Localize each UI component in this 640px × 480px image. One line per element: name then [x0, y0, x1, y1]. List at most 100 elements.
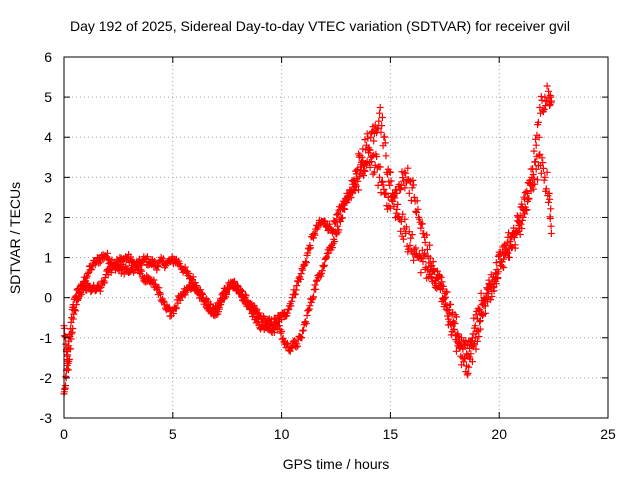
data-point [494, 274, 502, 282]
data-point [150, 276, 158, 284]
data-point [343, 199, 351, 206]
data-point [393, 205, 401, 213]
data-point [475, 333, 483, 340]
data-point [183, 287, 191, 295]
data-point [470, 341, 478, 349]
data-point [471, 322, 479, 330]
data-point [493, 270, 501, 278]
data-point [302, 259, 310, 267]
data-point [540, 105, 548, 113]
data-point [532, 141, 540, 149]
data-point [397, 227, 405, 235]
y-tick-label: 0 [44, 290, 52, 306]
data-point [378, 122, 386, 130]
data-point [498, 262, 506, 270]
data-point [523, 206, 531, 214]
data-point [365, 149, 373, 157]
data-point [292, 286, 300, 294]
data-point [275, 318, 283, 325]
data-point [326, 220, 333, 228]
data-point [156, 289, 164, 297]
data-point [410, 256, 418, 264]
data-point [322, 254, 330, 262]
data-point [531, 180, 539, 188]
data-point [378, 114, 386, 121]
data-point [360, 172, 368, 180]
data-point [299, 326, 307, 334]
data-point [468, 358, 476, 366]
data-point [283, 340, 291, 348]
data-point [404, 164, 412, 172]
data-point [68, 314, 76, 322]
data-point [402, 169, 410, 177]
data-point [455, 333, 463, 340]
chart-title: Day 192 of 2025, Sidereal Day-to-day VTE… [69, 18, 571, 34]
data-point [538, 154, 546, 162]
data-point [154, 262, 162, 270]
data-point [253, 314, 261, 321]
data-point [382, 189, 390, 197]
data-point [532, 158, 539, 166]
data-point [92, 286, 100, 294]
data-point [476, 306, 484, 314]
data-point [212, 308, 220, 316]
data-point [62, 382, 69, 390]
data-point [534, 118, 542, 126]
data-point [532, 135, 539, 143]
data-point [295, 274, 303, 282]
x-tick-label: 10 [274, 426, 290, 442]
data-point [539, 107, 547, 115]
data-point [96, 258, 104, 266]
data-point [409, 176, 417, 184]
data-point [490, 283, 498, 291]
data-point [438, 278, 446, 286]
data-point [376, 173, 383, 181]
data-point [391, 194, 399, 202]
data-point [378, 177, 386, 185]
data-point [297, 270, 305, 278]
data-point [304, 249, 312, 257]
data-point [354, 177, 362, 185]
data-point [421, 239, 429, 246]
x-axis-label: GPS time / hours [282, 456, 390, 472]
data-point [76, 292, 84, 300]
data-point [108, 256, 116, 264]
data-point [448, 311, 456, 319]
data-point [312, 285, 320, 293]
data-point [287, 302, 295, 310]
data-point [446, 300, 454, 308]
data-point [437, 281, 445, 289]
data-point [84, 270, 92, 278]
y-tick-label: 3 [44, 169, 52, 185]
data-point [309, 294, 317, 302]
data-point [347, 194, 355, 202]
data-point [476, 318, 484, 326]
data-point [294, 342, 302, 350]
data-point [194, 287, 202, 295]
data-point [278, 327, 286, 335]
data-point [386, 181, 394, 189]
data-point [480, 302, 488, 310]
data-point [537, 169, 545, 177]
data-point [539, 164, 547, 172]
data-point [413, 209, 420, 216]
data-point [408, 231, 416, 239]
data-point [254, 314, 262, 322]
data-point [386, 204, 394, 212]
data-point [217, 298, 225, 306]
data-point [522, 206, 530, 214]
data-point [351, 187, 359, 195]
data-point [331, 238, 338, 246]
data-point [232, 282, 240, 290]
data-point [457, 352, 465, 360]
data-point [341, 205, 349, 213]
data-point [302, 320, 310, 328]
data-point [467, 350, 475, 358]
data-point [265, 320, 272, 328]
data-point [143, 272, 151, 280]
data-point [546, 215, 554, 222]
data-point [534, 176, 542, 184]
data-points [60, 82, 555, 398]
data-point [417, 269, 425, 277]
